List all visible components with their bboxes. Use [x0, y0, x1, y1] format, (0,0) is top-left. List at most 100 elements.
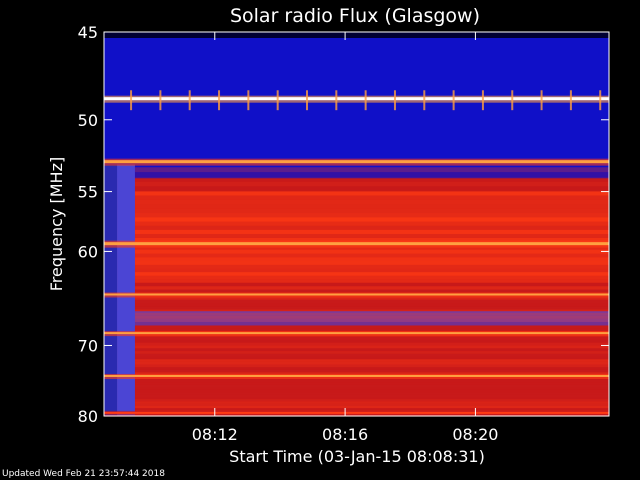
spectral-row — [104, 361, 609, 365]
spectral-row — [104, 268, 609, 273]
spectral-row — [104, 213, 609, 218]
spectral-row — [104, 351, 609, 354]
spectral-row — [104, 245, 609, 250]
chart-title: Solar radio Flux (Glasgow) — [230, 5, 480, 27]
emission-band — [104, 411, 609, 414]
spectral-row — [104, 190, 609, 196]
spectral-row — [104, 309, 609, 313]
emission-band — [104, 332, 609, 335]
spectral-row — [104, 315, 609, 319]
spectral-row — [104, 345, 609, 349]
spectral-row — [104, 289, 609, 294]
x-axis-ticks: 08:12 08:16 08:20 — [192, 32, 498, 444]
y-tick-label: 80 — [78, 407, 98, 426]
spectral-row — [104, 403, 609, 406]
emission-band — [104, 293, 609, 296]
spectral-row — [104, 181, 609, 187]
spectral-row — [104, 356, 609, 360]
spectral-row — [104, 367, 609, 370]
y-axis-ticks: 45 50 55 60 70 80 — [78, 23, 609, 426]
spectral-row — [104, 408, 609, 411]
band-spike — [540, 90, 543, 111]
spectral-row — [104, 325, 609, 329]
spectral-row — [104, 336, 609, 340]
spectral-row — [104, 359, 609, 362]
band-spike — [569, 90, 572, 111]
spectral-row — [104, 264, 609, 269]
emission-band — [104, 160, 609, 164]
spectral-row — [104, 229, 609, 234]
spectral-row — [104, 275, 609, 280]
spectral-row — [104, 353, 609, 357]
strong-emission-region — [104, 191, 609, 283]
emission-band — [104, 97, 609, 101]
spectral-row — [104, 195, 609, 200]
spectral-row — [104, 186, 609, 191]
spectral-row — [104, 299, 609, 303]
spectral-row — [104, 261, 609, 265]
spectral-row — [104, 312, 609, 316]
band-spike — [599, 90, 602, 111]
spectrogram-image — [104, 32, 609, 417]
band-spike — [218, 90, 221, 111]
y-tick-label: 45 — [78, 23, 98, 42]
x-axis-label: Start Time (03-Jan-15 08:08:31) — [229, 447, 485, 466]
spectral-row — [104, 282, 609, 287]
y-axis-label: Frequency [MHz] — [47, 157, 66, 291]
band-spike — [247, 90, 250, 111]
spectral-row — [104, 328, 609, 332]
band-spike — [335, 90, 338, 111]
spectral-row — [104, 321, 609, 326]
y-tick-label: 50 — [78, 111, 98, 130]
spectral-row — [104, 401, 609, 404]
emission-band — [104, 374, 609, 377]
spectral-row — [104, 372, 609, 375]
left-edge-region — [104, 164, 118, 416]
spectral-row — [104, 221, 609, 226]
band-spike — [511, 90, 514, 111]
spectral-row — [104, 208, 609, 214]
y-tick-label: 70 — [78, 336, 98, 355]
spectral-row — [104, 249, 609, 254]
spectral-row — [104, 348, 609, 352]
spectral-row — [104, 302, 609, 307]
band-spike — [159, 90, 162, 111]
spectral-row — [104, 237, 609, 242]
spectral-row — [104, 217, 609, 222]
spectral-row — [104, 286, 609, 290]
x-tick-label: 08:16 — [322, 425, 368, 444]
spectral-row — [104, 279, 609, 283]
spectral-row — [104, 342, 609, 346]
band-spike — [276, 90, 279, 111]
spectral-row — [104, 204, 609, 209]
spectral-row — [104, 253, 609, 258]
band-spike — [481, 90, 484, 111]
spectral-row — [104, 394, 609, 397]
spectral-row — [104, 339, 609, 343]
band-spike — [452, 90, 455, 111]
spectral-row — [104, 176, 609, 182]
spectral-row — [104, 199, 609, 205]
x-tick-label: 08:20 — [452, 425, 498, 444]
band-spike — [423, 90, 426, 111]
interference-strip — [117, 164, 135, 416]
spectral-row — [104, 172, 609, 177]
spectral-row — [104, 257, 609, 262]
y-tick-label: 60 — [78, 242, 98, 261]
spectral-row — [104, 399, 609, 402]
spectral-row — [104, 167, 609, 173]
updated-footer: Updated Wed Feb 21 23:57:44 2018 — [2, 469, 165, 479]
quiet-band — [104, 311, 609, 326]
spectral-row — [104, 225, 609, 230]
spectral-row — [104, 369, 609, 373]
top-quiet-band — [104, 32, 609, 38]
spectral-row — [104, 387, 609, 390]
spectral-row — [104, 233, 609, 238]
band-spike — [188, 90, 191, 111]
spectral-row — [104, 272, 609, 276]
band-spike — [130, 90, 133, 111]
spectral-row — [104, 384, 609, 388]
spectral-row — [104, 405, 609, 409]
band-spike — [306, 90, 308, 111]
